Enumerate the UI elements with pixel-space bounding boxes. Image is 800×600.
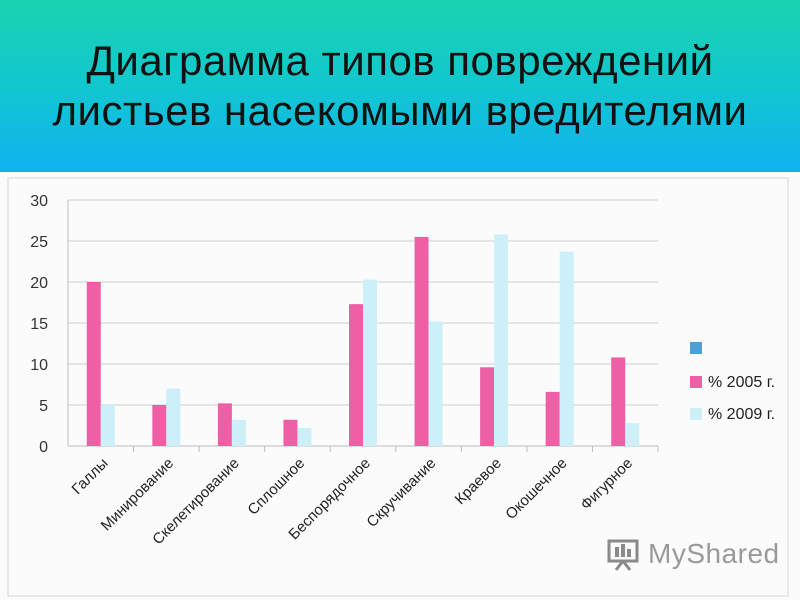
bar-2009 xyxy=(625,423,640,446)
bar-2009 xyxy=(428,321,443,446)
bar-2005 xyxy=(611,357,626,446)
chart-area: 0 5 10 15 20 25 30 Галлы Минирование Скелетирован… xyxy=(0,172,800,600)
watermark-text: MyShared xyxy=(648,538,780,569)
x-tick-label: Сплошное xyxy=(244,455,308,519)
y-tick-label: 10 xyxy=(30,357,48,374)
legend-label: % 2009 г. xyxy=(708,406,775,423)
bar-2005 xyxy=(283,419,298,446)
bar-2009 xyxy=(559,251,574,446)
x-tick-label: Фигурное xyxy=(577,455,636,514)
title-banner: Диаграмма типов повреждений листьев насе… xyxy=(0,0,800,172)
legend-swatch xyxy=(690,342,702,354)
bar-chart: 051015202530ГаллыМинированиеСкелетирован… xyxy=(7,177,789,597)
y-tick-label: 0 xyxy=(39,439,48,456)
bar-2009 xyxy=(297,427,312,446)
bar-2005 xyxy=(414,236,429,446)
presentation-icon xyxy=(607,539,639,571)
y-tick-label: 25 xyxy=(30,234,48,251)
x-tick-label: Краевое xyxy=(452,455,505,508)
bar-2005 xyxy=(86,282,101,446)
y-tick-label: 5 xyxy=(39,398,48,415)
x-tick-label: Скручивание xyxy=(363,455,439,531)
x-tick-label: Окошечное xyxy=(502,455,570,523)
bar-2009 xyxy=(231,419,246,446)
bar-2005 xyxy=(349,304,363,446)
y-tick-label: 20 xyxy=(30,275,48,292)
bar-2009 xyxy=(494,234,509,446)
chart-title: Диаграмма типов повреждений листьев насе… xyxy=(52,37,748,134)
watermark: MyShared xyxy=(606,534,780,574)
legend-swatch xyxy=(690,408,702,420)
y-tick-label: 15 xyxy=(30,316,48,333)
y-tick-label: 30 xyxy=(30,193,48,210)
x-tick-label: Галлы xyxy=(69,455,112,498)
bar-2005 xyxy=(545,391,560,446)
legend-label: % 2005 г. xyxy=(708,374,775,391)
legend-swatch xyxy=(690,376,702,388)
bar-2005 xyxy=(480,367,495,446)
bar-2005 xyxy=(217,403,232,446)
bar-2009 xyxy=(100,405,115,446)
bar-2009 xyxy=(166,388,181,446)
bar-2005 xyxy=(152,405,167,446)
chart-border xyxy=(7,177,789,597)
bar-2009 xyxy=(363,279,377,446)
